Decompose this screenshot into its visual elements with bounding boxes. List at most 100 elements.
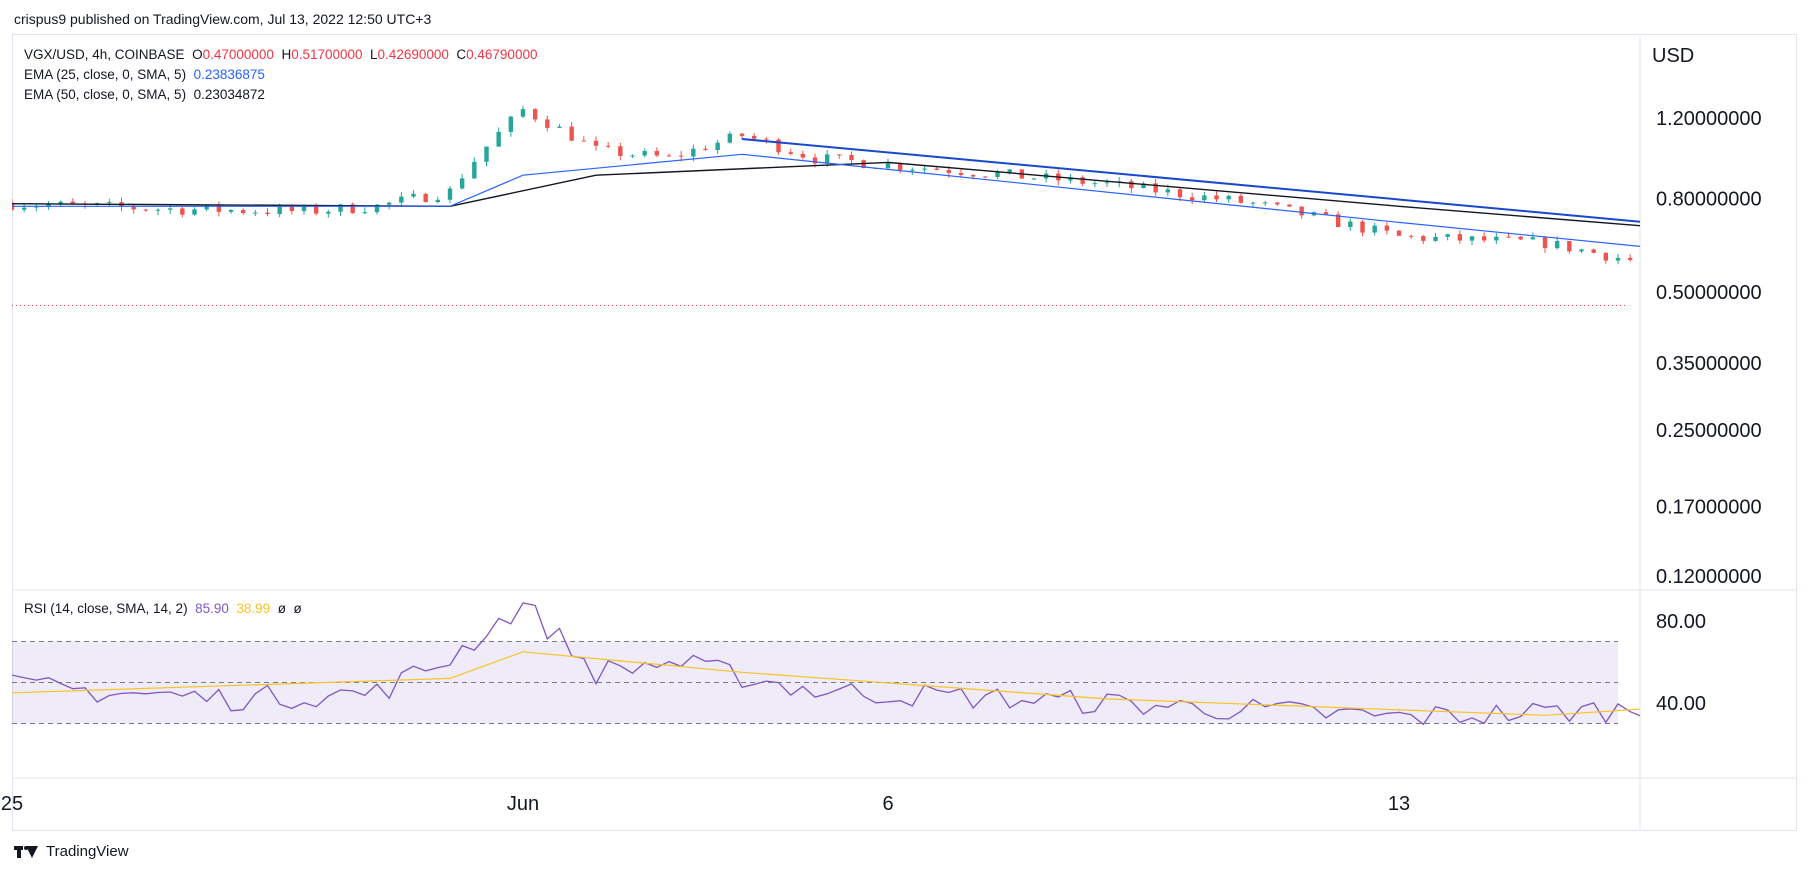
footer[interactable]: TradingView (14, 843, 129, 860)
rsi-value: 85.90 (195, 601, 229, 616)
close-value: 0.46790000 (466, 47, 538, 62)
candle-body-48 (593, 140, 599, 146)
time-tick-label-1: Jun (507, 793, 539, 815)
candle-body-24 (301, 206, 307, 212)
candle-body-20 (253, 212, 258, 214)
footer-brand: TradingView (46, 843, 129, 860)
candle-body-78 (958, 173, 964, 176)
candle-body-47 (581, 140, 587, 142)
candle-body-65 (800, 153, 806, 158)
rsi-sma-line (12, 651, 1640, 716)
high-value: 0.51700000 (291, 47, 363, 62)
candle-body-72 (885, 163, 891, 169)
candle-body-144 (1762, 282, 1766, 285)
candle-body-29 (362, 212, 368, 214)
candle-body-76 (934, 168, 939, 170)
candle-body-137 (1677, 264, 1681, 268)
candle-body-67 (824, 154, 830, 164)
time-tick-label-3: 13 (1388, 793, 1410, 815)
high-label: H (281, 47, 292, 62)
candle-body-82 (1007, 169, 1012, 173)
candle-body-92 (1129, 181, 1134, 189)
candle-body-114 (1396, 230, 1402, 236)
candle-body-32 (399, 196, 404, 203)
candle-body-126 (1542, 237, 1548, 249)
candle-body-38 (472, 161, 477, 179)
candle-body-75 (922, 168, 927, 170)
candle-body-59 (727, 133, 733, 143)
candle-body-57 (703, 148, 708, 151)
price-axis-currency: USD (1652, 45, 1694, 67)
open-value: 0.47000000 (202, 47, 274, 62)
candle-body-43 (532, 109, 538, 120)
trendline (741, 138, 1640, 223)
price-tick-label-3: 0.35000000 (1656, 353, 1762, 375)
symbol-label[interactable]: VGX/USD, 4h, COINBASE (24, 47, 185, 62)
time-tick-label-2: 6 (882, 793, 893, 815)
candle-body-112 (1372, 225, 1377, 233)
candle-body-54 (666, 155, 672, 157)
ema50-line (12, 161, 1640, 227)
candle-body-116 (1421, 236, 1426, 241)
candle-body-18 (228, 209, 234, 212)
candle-body-27 (338, 204, 343, 212)
candle-body-127 (1554, 241, 1560, 249)
rsi-legend[interactable]: RSI (14, close, SMA, 14, 2) 85.90 38.99 … (24, 601, 302, 616)
tradingview-logo-icon (14, 844, 40, 860)
candle-body-77 (946, 169, 952, 174)
candle-body-128 (1567, 241, 1572, 252)
low-label: L (370, 47, 378, 62)
ema50-label: EMA (50, close, 0, SMA, 5) (24, 87, 187, 102)
candle-body-10 (131, 206, 136, 210)
publisher-text: crispus9 published on TradingView.com, J… (14, 11, 432, 27)
candle-body-41 (508, 116, 514, 132)
candle-body-136 (1664, 260, 1668, 264)
ema25-row[interactable]: EMA (25, close, 0, SMA, 5) 0.23836875 (24, 65, 537, 85)
candle-body-13 (167, 208, 173, 210)
candle-body-103 (1262, 202, 1268, 204)
candle-body-124 (1518, 236, 1523, 240)
candle-body-61 (751, 135, 757, 139)
candle-body-51 (630, 155, 635, 157)
price-legend: VGX/USD, 4h, COINBASE O0.47000000 H0.517… (24, 45, 537, 105)
candle-body-115 (1408, 235, 1414, 237)
ema50-row[interactable]: EMA (50, close, 0, SMA, 5) 0.23034872 (24, 85, 537, 105)
candle-body-147 (1798, 281, 1802, 288)
candle-body-56 (691, 148, 696, 157)
candle-body-11 (143, 209, 149, 211)
candle-body-89 (1092, 183, 1098, 185)
candle-body-88 (1080, 177, 1085, 184)
candle-body-28 (350, 204, 355, 214)
candle-body-58 (715, 142, 720, 151)
candle-body-117 (1433, 236, 1438, 241)
candle-body-66 (812, 157, 818, 164)
candle-body-104 (1275, 202, 1280, 205)
price-tick-label-5: 0.17000000 (1656, 497, 1762, 519)
candle-body-79 (970, 175, 976, 177)
candle-body-120 (1469, 236, 1475, 241)
candle-body-100 (1226, 195, 1231, 200)
candle-body-53 (654, 151, 660, 156)
candle-body-97 (1189, 197, 1195, 201)
price-tick-label-0: 1.20000000 (1656, 108, 1762, 130)
candle-body-105 (1287, 204, 1292, 207)
candle-body-35 (435, 199, 441, 203)
candle-body-138 (1689, 268, 1693, 273)
candle-body-106 (1299, 206, 1304, 216)
candle-body-26 (326, 211, 331, 214)
candle-body-80 (983, 176, 988, 178)
rsi-line (12, 602, 1640, 726)
candle-body-73 (897, 163, 903, 170)
candle-body-44 (545, 119, 550, 128)
ema25-value: 0.23836875 (193, 67, 265, 82)
candle-body-14 (180, 208, 185, 215)
candle-body-21 (265, 212, 270, 215)
candle-body-2 (34, 206, 39, 208)
candle-body-68 (837, 154, 842, 156)
candle-body-87 (1068, 177, 1073, 181)
price-tick-label-2: 0.50000000 (1656, 282, 1762, 304)
candle-body-19 (240, 209, 246, 213)
candle-body-12 (155, 209, 161, 211)
candle-body-81 (995, 172, 1000, 177)
